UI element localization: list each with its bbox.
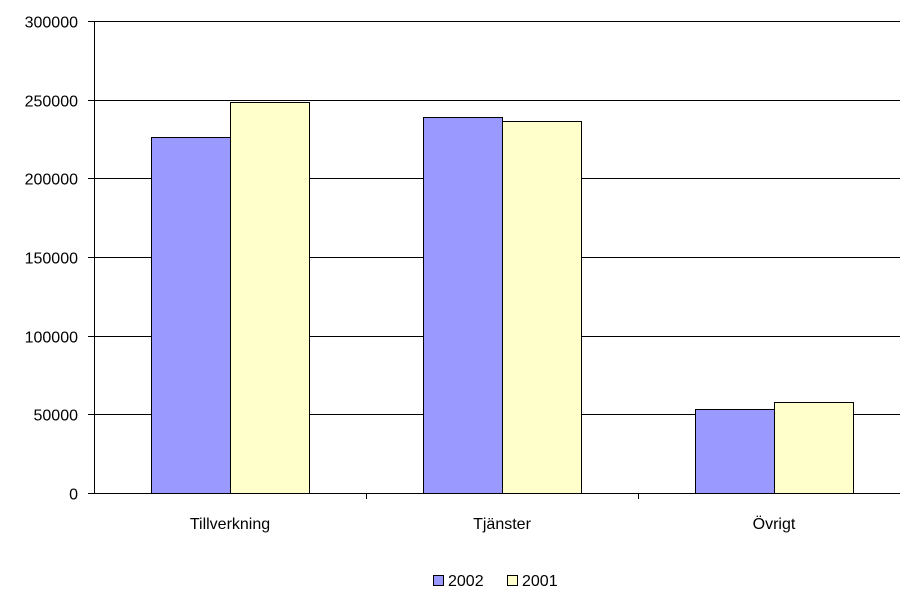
bar-2002-0 — [151, 137, 231, 494]
axes — [88, 21, 900, 499]
bars — [151, 102, 854, 494]
x-tick-labels: Tillverkning Tjänster Övrigt — [190, 515, 796, 533]
y-tick-label: 200000 — [25, 172, 78, 189]
bar-2001-1 — [502, 121, 582, 494]
y-tick-labels: 0 50000 100000 150000 200000 250000 300000 — [25, 15, 78, 504]
y-tick-label: 100000 — [25, 330, 78, 347]
y-tick-label: 50000 — [34, 408, 79, 425]
x-tick-label: Övrigt — [753, 515, 796, 533]
bar-2001-2 — [774, 402, 854, 494]
legend: 2002 2001 — [433, 573, 558, 590]
legend-label-2001: 2001 — [522, 573, 558, 590]
y-tick-label: 300000 — [25, 15, 78, 32]
legend-swatch-2001 — [507, 575, 518, 586]
bar-2002-1 — [423, 117, 503, 494]
y-tick-label: 0 — [69, 487, 78, 504]
bar-2002-2 — [695, 409, 775, 494]
bar-2001-0 — [230, 102, 310, 494]
legend-swatch-2002 — [433, 575, 444, 586]
legend-label-2002: 2002 — [448, 573, 484, 590]
x-tick-label: Tillverkning — [190, 516, 270, 533]
y-tick-label: 250000 — [25, 94, 78, 111]
x-tick-label: Tjänster — [473, 516, 531, 533]
y-tick-label: 150000 — [25, 251, 78, 268]
